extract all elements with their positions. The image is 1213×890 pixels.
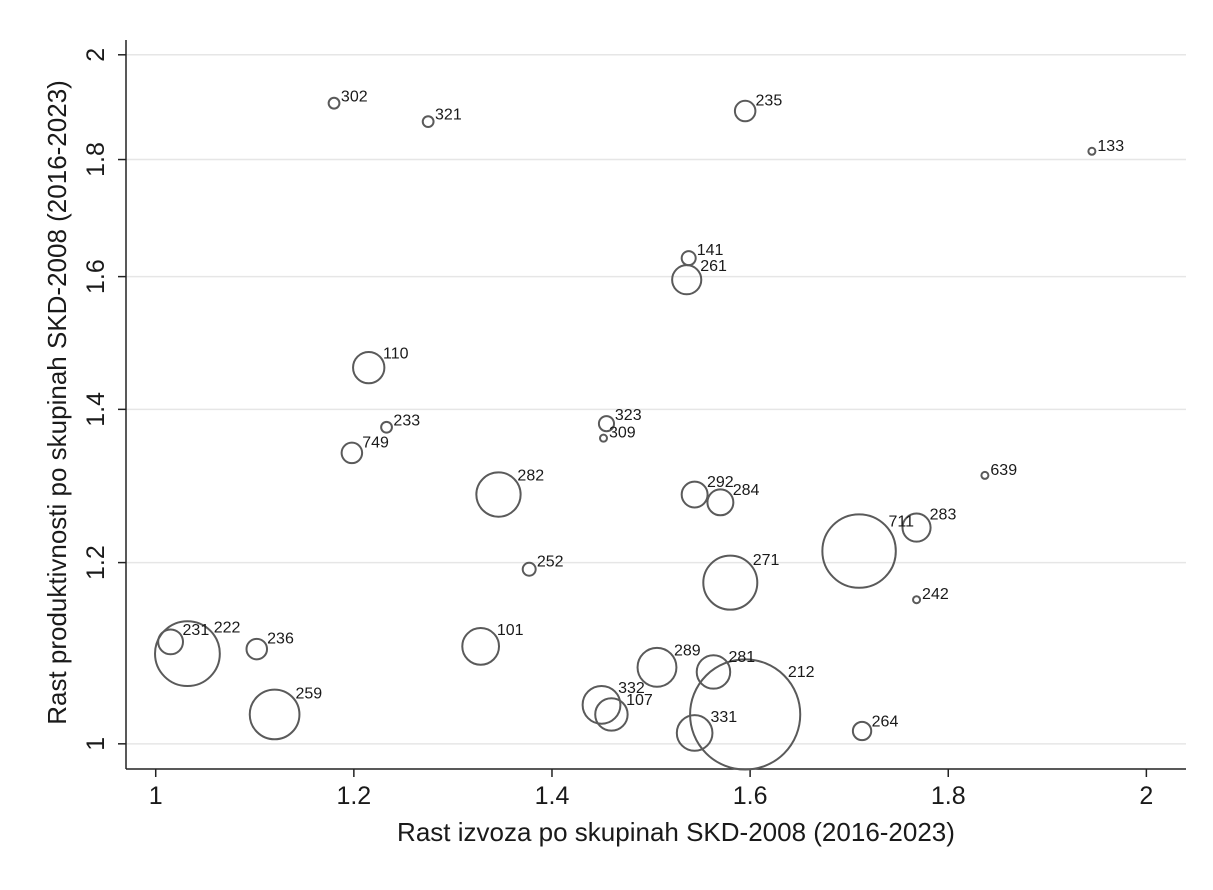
data-point-label: 711 [889,514,915,531]
data-point [594,697,629,732]
data-point-label: 281 [729,649,756,666]
data-point [980,470,990,480]
data-point [680,250,697,267]
data-point [598,433,608,443]
data-point [352,350,386,385]
data-point [380,420,393,434]
data-point [671,264,703,296]
data-point [689,658,802,771]
x-axis-title: Rast izvoza po skupinah SKD-2008 (2016-2… [397,817,955,847]
data-markers [154,96,1097,771]
data-point-label: 332 [618,680,645,697]
data-point-label: 282 [517,468,544,485]
data-point-label: 264 [872,713,899,730]
data-point [1087,146,1097,156]
data-point-label: 236 [267,631,294,648]
data-point [461,627,501,666]
data-point-label: 321 [435,107,462,124]
data-point-label: 283 [930,506,957,523]
x-tick-label: 1.2 [336,782,371,810]
data-point-label: 639 [990,462,1017,479]
data-point [340,441,364,465]
data-point-label: 242 [922,586,949,603]
data-point [851,720,873,742]
data-point-label: 259 [295,686,322,703]
data-point-label: 141 [697,242,724,259]
data-point-label: 133 [1097,138,1124,155]
data-point-label: 289 [674,642,701,659]
data-point-label: 107 [626,692,653,709]
y-tick-label: 1.4 [82,392,110,427]
data-point [702,554,759,611]
x-tick-label: 1.6 [733,782,768,810]
data-point-label: 292 [707,474,734,491]
data-point [581,684,622,725]
y-tick-label: 1.6 [82,259,110,294]
data-point [675,714,714,752]
data-point-label: 271 [753,552,780,569]
data-point [521,561,537,577]
data-point-label: 252 [537,554,564,571]
data-point [821,513,897,589]
data-point-label: 309 [609,425,636,442]
x-tick-label: 1.8 [931,782,966,810]
data-point [901,512,932,543]
data-point-label: 284 [733,482,760,499]
data-point [695,654,732,690]
x-tick-label: 2 [1139,782,1153,810]
data-point-label: 231 [183,622,210,639]
data-point-label: 235 [756,93,783,110]
y-axis-title: Rast produktivnosti po skupinah SKD-2008… [42,80,72,725]
y-tick-label: 1.8 [82,142,110,177]
data-point-label: 101 [497,622,524,639]
data-point-label: 261 [700,258,727,275]
data-point [680,480,709,509]
data-point-label: 323 [615,407,642,424]
data-point [597,415,616,433]
data-point [421,115,435,129]
y-tick-label: 2 [82,48,110,62]
data-point [636,646,678,688]
y-tick-label: 1 [82,737,110,751]
data-point-label: 222 [214,619,241,636]
data-point-label: 212 [788,664,815,681]
data-point [733,99,757,123]
data-point [912,595,922,605]
data-point-label: 331 [710,709,737,726]
gridlines [126,54,1186,745]
data-point-label: 233 [393,412,420,429]
axes: 1 1.2 1.4 1.6 1.8 2 1 1.2 1.4 1.6 1.8 2 [82,40,1186,810]
data-point [245,637,269,661]
data-point-label: 749 [362,435,389,452]
data-point [475,471,522,518]
data-point-label: 302 [341,88,368,105]
x-tick-label: 1.4 [535,782,570,810]
data-point [154,620,221,688]
data-point [327,96,341,110]
data-point-label: 110 [383,345,409,362]
data-point [248,688,301,741]
data-point [706,488,735,517]
y-tick-label: 1.2 [82,545,110,580]
x-tick-label: 1 [149,782,163,810]
